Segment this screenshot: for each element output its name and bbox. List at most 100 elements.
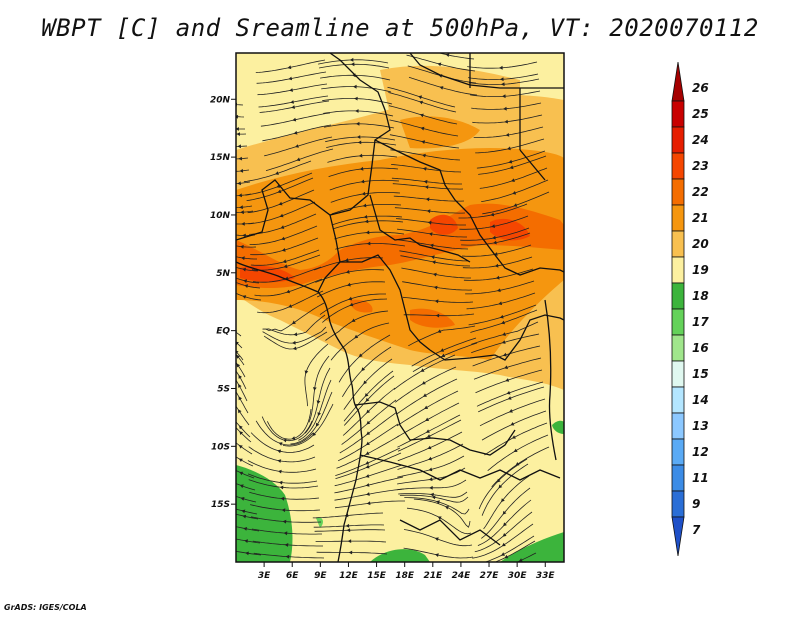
lon-tick-label: 3E (258, 571, 271, 581)
streamline-arrow (512, 191, 517, 195)
lake-region (544, 299, 557, 461)
colorbar-swatch (671, 334, 685, 362)
streamline-arrow (505, 133, 510, 137)
streamline-arrow (500, 77, 504, 82)
streamline-arrow (424, 405, 429, 409)
streamline-arrow (278, 201, 283, 206)
lon-axis: 3E 6E 9E 12E 15E 18E 21E 24E 27E 30E 33E (258, 562, 555, 581)
streamline-arrow (236, 127, 239, 131)
streamline-arrow (315, 422, 320, 427)
streamline-arrow (491, 224, 495, 228)
border-east (429, 314, 564, 361)
streamline-arrow (283, 531, 288, 536)
streamline-arrow (434, 553, 439, 557)
streamline-arrow (423, 179, 428, 184)
streamline-arrow (365, 474, 370, 478)
streamline-arrow (518, 558, 523, 562)
streamline-arrow (277, 449, 282, 454)
streamline-arrow (505, 378, 510, 382)
colorbar-label: 9 (692, 497, 700, 511)
colorbar-swatch (671, 100, 685, 128)
streamline-arrow (239, 431, 244, 435)
streamline-arrow (422, 153, 426, 158)
border-angola (354, 401, 516, 456)
streamline-arrow (426, 209, 431, 214)
streamline-arrow (502, 510, 507, 515)
streamline-arrow (291, 105, 295, 109)
streamline-arrow (356, 135, 361, 139)
streamline-arrow (366, 241, 371, 246)
lon-tick-label: 12E (339, 571, 359, 581)
streamline-arrow (437, 62, 442, 67)
streamline-arrow (434, 537, 439, 541)
lon-tick-label: 15E (367, 571, 387, 581)
streamline-arrow (440, 348, 445, 352)
streamline-arrow (511, 435, 516, 439)
streamline-arrow (244, 539, 248, 543)
colorbar-label: 16 (692, 341, 709, 355)
streamline-arrow (242, 233, 246, 238)
streamline-arrow (434, 299, 439, 304)
colorbar-label: 18 (692, 289, 709, 303)
streamline-arrow (278, 469, 282, 474)
lon-tick-label: 27E (480, 571, 500, 581)
streamline-arrow (501, 340, 506, 344)
streamline-arrow (242, 267, 246, 272)
colorbar-label: 19 (692, 263, 709, 277)
streamline (236, 331, 242, 337)
streamline-arrow (425, 429, 430, 433)
wbpt-band-23c (490, 218, 530, 241)
streamline-arrow (288, 304, 293, 308)
streamline-arrow (365, 441, 370, 446)
streamline-arrow (358, 153, 363, 158)
colorbar-cap-top (671, 61, 685, 102)
streamline-arrow (284, 543, 289, 547)
streamline-arrow (282, 519, 287, 524)
wbpt-band-22c (350, 299, 373, 313)
streamline-arrow (293, 130, 298, 135)
streamline-arrow (241, 256, 245, 261)
colorbar: 26 25 24 23 22 21 20 19 18 17 16 15 14 13 12 11 9 7 (671, 61, 709, 557)
streamline-arrow (277, 459, 282, 463)
colorbar-label: 20 (692, 237, 709, 251)
streamline-arrow (240, 497, 245, 501)
lat-tick-label: 15S (211, 500, 230, 510)
streamline-arrow (282, 438, 287, 443)
streamline-arrow (427, 445, 432, 450)
streamline-arrow (510, 422, 515, 426)
streamline-arrow (366, 501, 371, 506)
streamline-arrow (239, 484, 244, 489)
streamline-arrow (362, 203, 367, 208)
streamline-arrow (350, 62, 355, 67)
streamline-arrow (296, 157, 301, 162)
streamline-arrow (245, 551, 249, 556)
colorbar-label: 23 (692, 159, 709, 173)
streamline-arrow (498, 301, 503, 306)
colorbar-swatch (671, 464, 685, 492)
streamline-arrow (495, 275, 500, 280)
lon-tick-label: 18E (395, 571, 415, 581)
streamline-arrow (238, 156, 243, 161)
streamline-arrow (366, 409, 371, 414)
colorbar-swatch (671, 152, 685, 180)
streamline-arrow (419, 113, 424, 118)
streamline-arrow (240, 244, 244, 249)
streamline-arrow (420, 126, 425, 131)
streamline-arrow (504, 554, 509, 559)
wbpt-band-17 (316, 517, 323, 528)
streamline-arrow (355, 109, 359, 113)
streamline-arrow (431, 495, 436, 500)
streamline-arrow (511, 178, 515, 182)
streamline-arrow (424, 185, 429, 189)
streamline-arrow (354, 334, 359, 339)
colorbar-label: 14 (692, 393, 709, 407)
wbpt-band-22b (410, 308, 455, 328)
lat-tick-label: 5S (217, 384, 230, 394)
streamline-arrow (359, 166, 364, 171)
streamline-arrow (317, 412, 321, 417)
streamline-arrow (277, 189, 282, 194)
streamline-arrow (316, 400, 321, 405)
streamline-arrow (239, 471, 244, 476)
streamline-arrow (347, 539, 352, 543)
